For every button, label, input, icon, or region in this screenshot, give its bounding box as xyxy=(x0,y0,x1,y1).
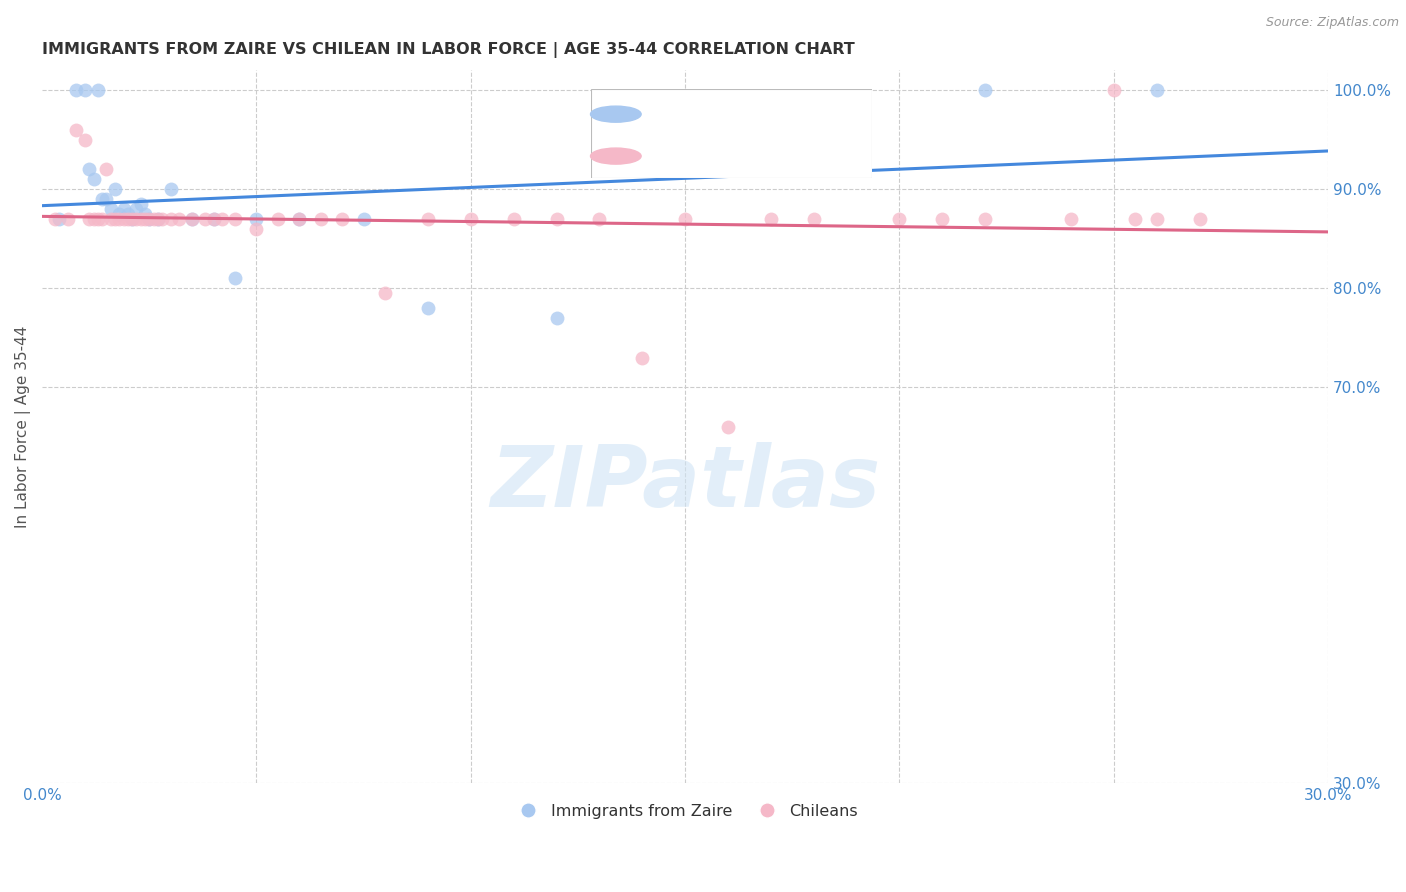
Point xyxy=(83,172,105,186)
Point xyxy=(211,211,233,226)
Text: R = 0.579   N = 30: R = 0.579 N = 30 xyxy=(647,110,792,125)
Point xyxy=(416,211,439,226)
Point xyxy=(717,420,740,434)
Point xyxy=(91,192,114,206)
Point xyxy=(104,182,127,196)
Point xyxy=(121,211,143,226)
Point xyxy=(159,182,181,196)
Point xyxy=(588,211,610,226)
Point xyxy=(803,211,825,226)
Point xyxy=(142,211,165,226)
Point xyxy=(87,211,110,226)
Circle shape xyxy=(591,148,641,164)
Point xyxy=(96,162,118,177)
Point xyxy=(288,211,311,226)
Point xyxy=(73,133,96,147)
Point xyxy=(83,211,105,226)
Point xyxy=(416,301,439,315)
Point xyxy=(104,211,127,226)
Point xyxy=(65,123,87,137)
Text: ZIPatlas: ZIPatlas xyxy=(491,442,880,525)
Point xyxy=(129,211,152,226)
Point xyxy=(169,211,191,226)
Text: R = 0.446   N = 53: R = 0.446 N = 53 xyxy=(647,152,792,167)
Point xyxy=(181,211,204,226)
Point xyxy=(96,192,118,206)
Point xyxy=(1146,83,1168,97)
Point xyxy=(91,211,114,226)
Point xyxy=(974,83,997,97)
Point xyxy=(502,211,524,226)
Point xyxy=(65,83,87,97)
Point xyxy=(1123,211,1146,226)
Point xyxy=(374,286,396,301)
Point xyxy=(77,162,100,177)
Point xyxy=(931,211,953,226)
Point xyxy=(73,83,96,97)
Point xyxy=(108,207,131,221)
Point xyxy=(150,211,173,226)
Point xyxy=(48,211,70,226)
Point xyxy=(56,211,79,226)
Point xyxy=(134,207,156,221)
Point xyxy=(353,211,375,226)
Point xyxy=(117,207,139,221)
Point xyxy=(673,211,696,226)
Point xyxy=(460,211,482,226)
Point xyxy=(87,83,110,97)
Text: Source: ZipAtlas.com: Source: ZipAtlas.com xyxy=(1265,16,1399,29)
Point xyxy=(202,211,225,226)
Point xyxy=(138,211,160,226)
Circle shape xyxy=(591,106,641,122)
Point xyxy=(134,211,156,226)
Text: IMMIGRANTS FROM ZAIRE VS CHILEAN IN LABOR FORCE | AGE 35-44 CORRELATION CHART: IMMIGRANTS FROM ZAIRE VS CHILEAN IN LABO… xyxy=(42,42,855,58)
Point xyxy=(77,211,100,226)
Point xyxy=(129,197,152,211)
Point xyxy=(245,222,267,236)
Point xyxy=(759,211,782,226)
Point xyxy=(117,211,139,226)
Point xyxy=(309,211,332,226)
Point xyxy=(1060,211,1083,226)
Point xyxy=(44,211,66,226)
Point xyxy=(1188,211,1211,226)
Point xyxy=(138,211,160,226)
Legend: Immigrants from Zaire, Chileans: Immigrants from Zaire, Chileans xyxy=(506,797,865,825)
Point xyxy=(181,211,204,226)
Point xyxy=(112,211,135,226)
Point xyxy=(546,211,568,226)
Point xyxy=(974,211,997,226)
Point xyxy=(100,211,122,226)
Point xyxy=(159,211,181,226)
Point xyxy=(146,211,169,226)
Point xyxy=(125,211,148,226)
Point xyxy=(1146,211,1168,226)
Point xyxy=(112,202,135,216)
Point xyxy=(121,211,143,226)
Point xyxy=(125,202,148,216)
Point xyxy=(146,211,169,226)
Point xyxy=(100,202,122,216)
Point xyxy=(224,211,246,226)
Y-axis label: In Labor Force | Age 35-44: In Labor Force | Age 35-44 xyxy=(15,326,31,528)
Point xyxy=(202,211,225,226)
Point xyxy=(546,310,568,325)
Point xyxy=(631,351,654,365)
Point xyxy=(245,211,267,226)
Point xyxy=(288,211,311,226)
Point xyxy=(224,271,246,285)
Point xyxy=(330,211,353,226)
Point xyxy=(108,211,131,226)
Point xyxy=(1102,83,1125,97)
Point xyxy=(194,211,217,226)
Point xyxy=(889,211,911,226)
Point xyxy=(267,211,290,226)
